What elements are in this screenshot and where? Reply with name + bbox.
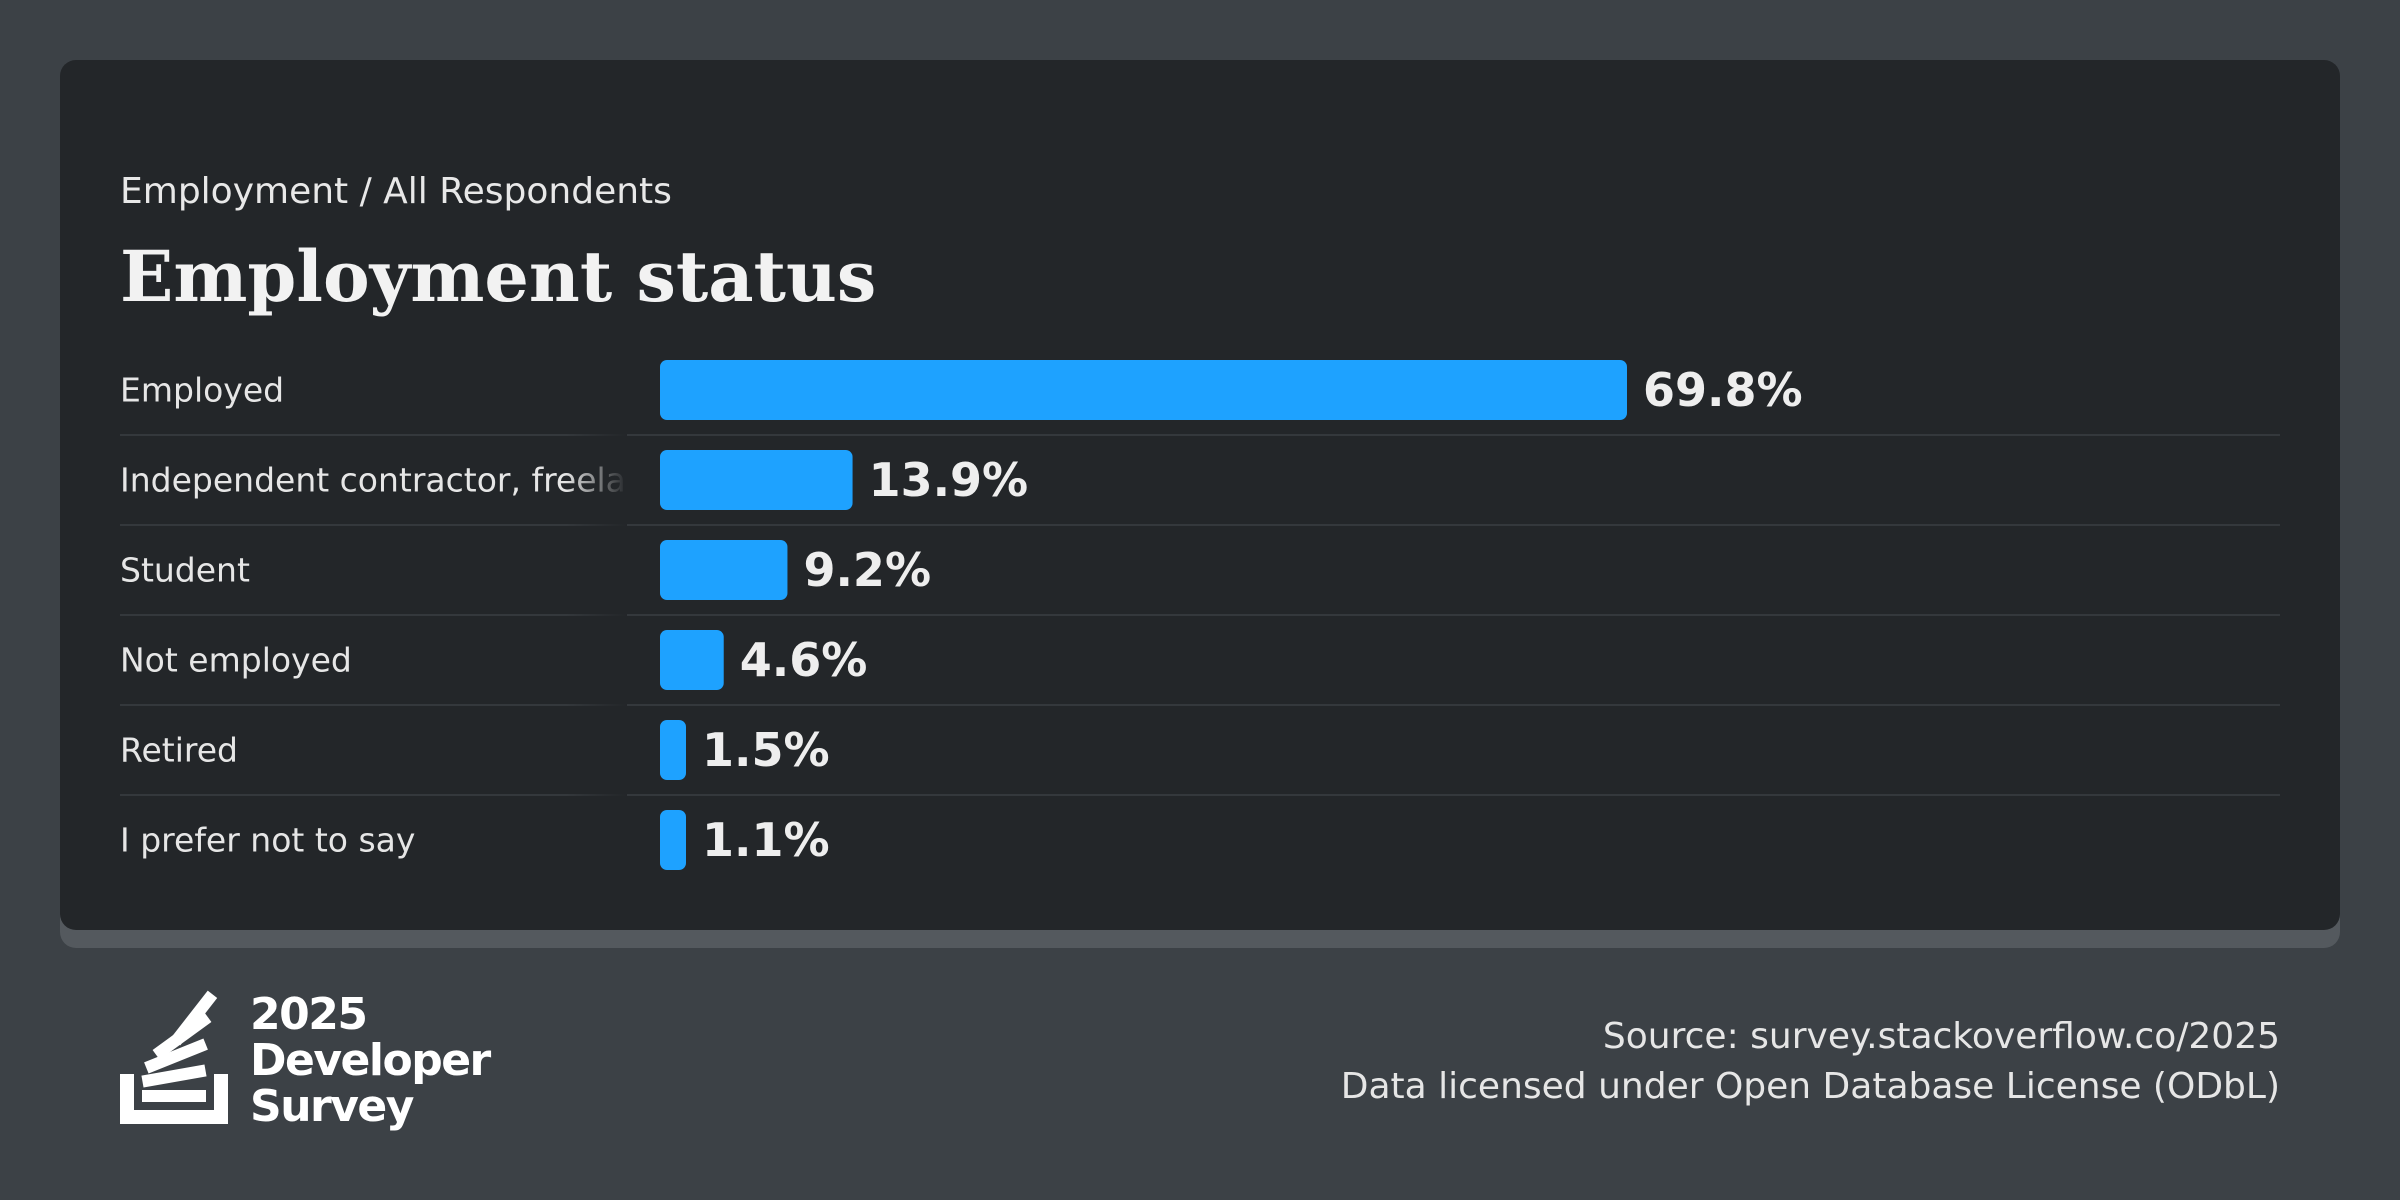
category-label: Retired (120, 731, 238, 770)
value-label: 9.2% (803, 543, 931, 597)
value-label: 13.9% (869, 453, 1029, 507)
bar-row: Not employed 4.6% (120, 630, 2280, 706)
value-label: 69.8% (1643, 363, 1803, 417)
bar (660, 360, 1627, 420)
survey-logo-text: 2025 Developer Survey (250, 989, 491, 1132)
page-title: Employment status (120, 235, 877, 318)
label-fade (565, 345, 627, 885)
bar-row: Student 9.2% (120, 540, 2280, 616)
source-url[interactable]: Source: survey.stackoverflow.co/2025 (1602, 1016, 2280, 1057)
source-attribution: Source: survey.stackoverflow.co/2025 Dat… (1341, 1012, 2280, 1112)
category-label: Employed (120, 371, 284, 410)
logo-line-survey: Survey (250, 1081, 414, 1132)
bar (660, 720, 686, 780)
chart-card: Employment / All Respondents Employment … (60, 60, 2340, 930)
logo-line-developer: Developer (250, 1035, 491, 1086)
category-label: Not employed (120, 641, 352, 680)
bar-row: Employed 69.8% (120, 360, 2280, 436)
bar (660, 630, 724, 690)
bar (660, 450, 853, 510)
bar-chart: Employed 69.8% Independent contractor, fre… (120, 345, 2280, 885)
category-label: Independent contractor, freela (120, 461, 626, 500)
value-label: 1.5% (702, 723, 830, 777)
value-label: 4.6% (740, 633, 868, 687)
bar-row: Retired 1.5% (120, 720, 2280, 796)
category-label: Student (120, 551, 250, 590)
category-label: I prefer not to say (120, 821, 415, 860)
bar (660, 540, 788, 600)
license-text: Data licensed under Open Database Licens… (1340, 1066, 2280, 1107)
bar-row: Independent contractor, freela 13.9% (120, 450, 2280, 526)
value-label: 1.1% (702, 813, 830, 867)
logo-year: 2025 (250, 989, 368, 1040)
bar (660, 810, 686, 870)
stack-overflow-icon (120, 990, 228, 1124)
bar-row: I prefer not to say 1.1% (120, 810, 830, 870)
breadcrumb: Employment / All Respondents (120, 171, 672, 212)
